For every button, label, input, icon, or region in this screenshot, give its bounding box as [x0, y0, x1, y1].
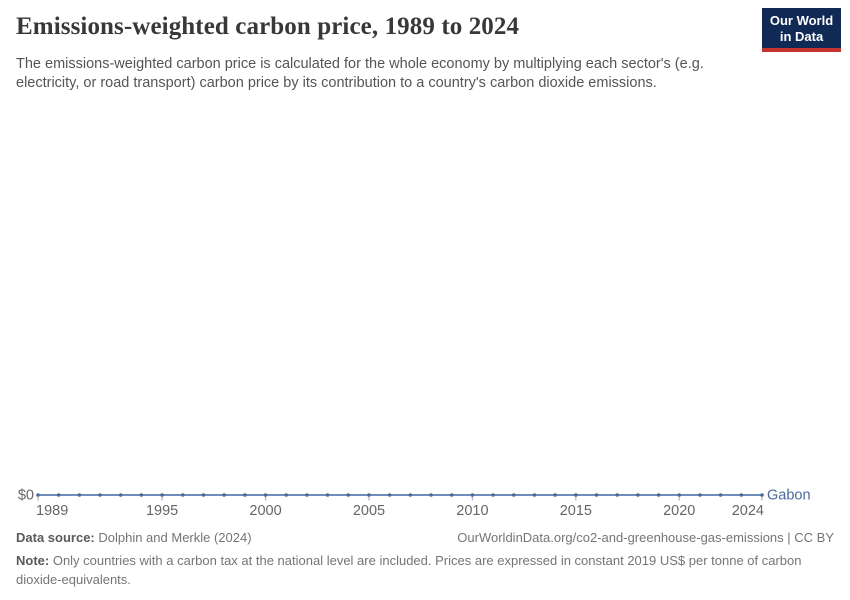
data-point[interactable] [77, 493, 82, 497]
data-point[interactable] [325, 493, 330, 497]
x-tick-label: 2005 [353, 503, 385, 519]
data-point[interactable] [305, 493, 309, 497]
data-point[interactable] [718, 493, 723, 497]
data-point[interactable] [429, 493, 433, 497]
data-point[interactable] [263, 493, 268, 497]
y-axis-label: $0 [18, 488, 34, 504]
data-point[interactable] [615, 493, 619, 497]
data-point[interactable] [222, 493, 226, 497]
data-point[interactable] [98, 493, 102, 497]
chart-footer: Data source: Dolphin and Merkle (2024) O… [16, 530, 834, 589]
series-label[interactable]: Gabon [767, 488, 811, 504]
owid-logo-line1: Our World [769, 13, 834, 28]
data-point[interactable] [346, 493, 351, 497]
data-point[interactable] [698, 493, 702, 497]
data-source: Data source: Dolphin and Merkle (2024) [16, 530, 252, 545]
data-point[interactable] [408, 493, 413, 497]
owid-logo-line2: in Data [779, 29, 824, 44]
data-point[interactable] [36, 493, 40, 497]
data-point[interactable] [656, 493, 661, 497]
data-point[interactable] [160, 493, 164, 497]
chart-note: Note: Only countries with a carbon tax a… [16, 551, 834, 589]
data-point[interactable] [181, 493, 185, 497]
data-point[interactable] [139, 493, 144, 497]
x-tick-label: 2015 [560, 503, 592, 519]
data-point[interactable] [739, 493, 744, 497]
data-point[interactable] [118, 493, 123, 497]
data-point[interactable] [491, 493, 495, 497]
note-label: Note: [16, 553, 50, 568]
data-point[interactable] [367, 493, 371, 497]
data-point[interactable] [532, 493, 537, 497]
note-value: Only countries with a carbon tax at the … [16, 553, 802, 587]
data-point[interactable] [594, 493, 599, 497]
x-tick-label: 2024 [732, 503, 764, 519]
x-tick-label: 2020 [663, 503, 695, 519]
data-point[interactable] [553, 493, 557, 497]
data-point[interactable] [574, 493, 578, 497]
x-tick-label: 2010 [456, 503, 488, 519]
data-point[interactable] [284, 493, 289, 497]
data-point[interactable] [243, 493, 247, 497]
owid-logo: Our World in Data [762, 8, 841, 52]
data-point[interactable] [511, 493, 516, 497]
data-point[interactable] [449, 493, 454, 497]
data-point[interactable] [470, 493, 475, 497]
data-point[interactable] [56, 493, 61, 497]
source-link[interactable]: OurWorldinData.org/co2-and-greenhouse-ga… [457, 530, 834, 545]
data-source-value: Dolphin and Merkle (2024) [94, 530, 252, 545]
data-point[interactable] [387, 493, 392, 497]
data-point[interactable] [201, 493, 206, 497]
data-point[interactable] [636, 493, 640, 497]
chart-title: Emissions-weighted carbon price, 1989 to… [16, 13, 520, 40]
data-source-label: Data source: [16, 530, 95, 545]
data-point[interactable] [760, 493, 764, 497]
x-tick-label: 1995 [146, 503, 178, 519]
line-chart[interactable]: 1989 1995 2000 2005 2010 2015 2020 2024 $0 Gabon [0, 470, 850, 522]
data-point[interactable] [677, 493, 682, 497]
chart-subtitle: The emissions-weighted carbon price is c… [16, 56, 704, 91]
x-tick-label: 1989 [36, 503, 68, 519]
x-tick-label: 2000 [249, 503, 281, 519]
